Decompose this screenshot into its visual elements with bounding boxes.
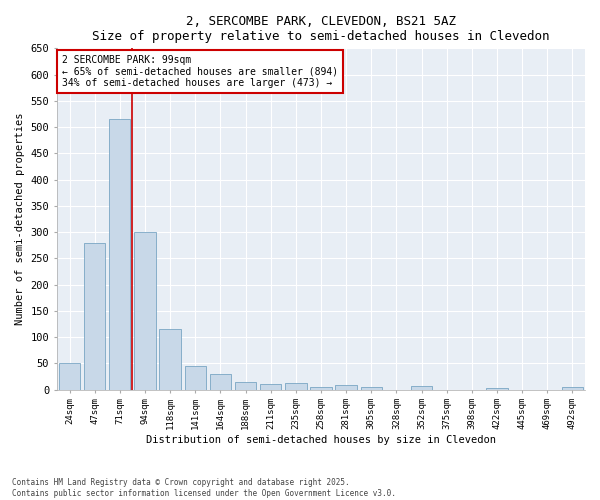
Bar [310, 387, 332, 390]
Bar [562, 387, 583, 390]
Bar [235, 382, 256, 390]
Bar [285, 384, 307, 390]
Bar [185, 366, 206, 390]
Bar [109, 119, 130, 390]
Bar [260, 384, 281, 390]
Bar [361, 387, 382, 390]
Bar [59, 364, 80, 390]
Bar [411, 386, 432, 390]
Y-axis label: Number of semi-detached properties: Number of semi-detached properties [15, 112, 25, 325]
Bar [210, 374, 231, 390]
Bar [160, 329, 181, 390]
Bar [134, 232, 155, 390]
Text: Contains HM Land Registry data © Crown copyright and database right 2025.
Contai: Contains HM Land Registry data © Crown c… [12, 478, 396, 498]
Text: 2 SERCOMBE PARK: 99sqm
← 65% of semi-detached houses are smaller (894)
34% of se: 2 SERCOMBE PARK: 99sqm ← 65% of semi-det… [62, 55, 338, 88]
X-axis label: Distribution of semi-detached houses by size in Clevedon: Distribution of semi-detached houses by … [146, 435, 496, 445]
Title: 2, SERCOMBE PARK, CLEVEDON, BS21 5AZ
Size of property relative to semi-detached : 2, SERCOMBE PARK, CLEVEDON, BS21 5AZ Siz… [92, 15, 550, 43]
Bar [335, 386, 357, 390]
Bar [487, 388, 508, 390]
Bar [84, 242, 106, 390]
